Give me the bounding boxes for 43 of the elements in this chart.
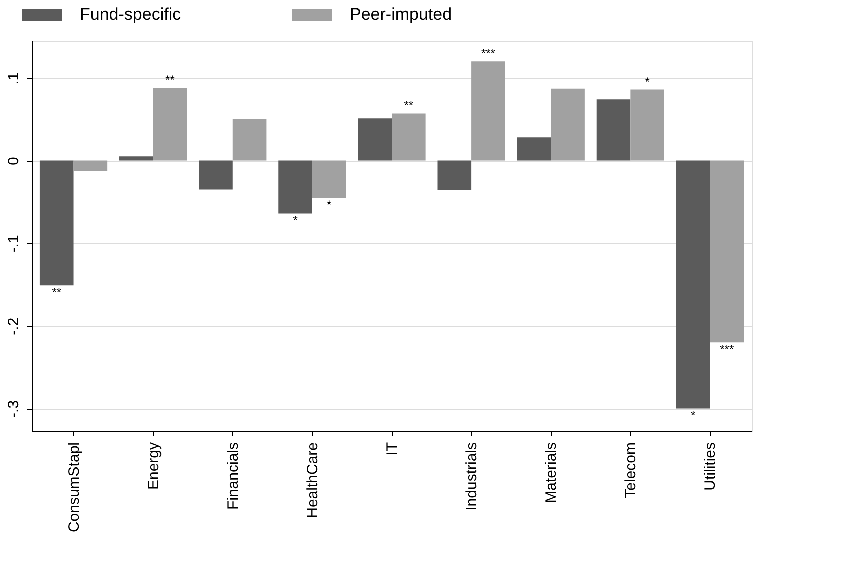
annotation: ** xyxy=(52,286,62,300)
annotation: * xyxy=(327,198,332,212)
y-tick-label: -.2 xyxy=(6,318,22,336)
annotation: * xyxy=(690,408,696,423)
bar xyxy=(551,88,585,161)
bar xyxy=(278,160,312,214)
x-tick-label: IT xyxy=(384,442,401,456)
bar xyxy=(472,62,506,161)
bar xyxy=(199,160,233,190)
bar xyxy=(232,119,267,161)
bar xyxy=(438,160,472,191)
annotation: * xyxy=(645,74,650,89)
y-tick-label: 0 xyxy=(6,157,22,166)
bar xyxy=(40,160,74,286)
bar xyxy=(312,160,346,198)
y-tick-label: -.1 xyxy=(6,235,22,253)
bar xyxy=(596,100,631,161)
annotation: ** xyxy=(404,98,414,113)
bar xyxy=(676,160,710,409)
annotation: *** xyxy=(481,46,496,61)
legend-label: Peer-imputed xyxy=(350,5,452,24)
x-tick-label: Telecom xyxy=(622,442,640,498)
bar xyxy=(630,90,664,161)
bar xyxy=(153,88,188,161)
y-tick-label: -.3 xyxy=(6,400,22,418)
bar xyxy=(517,138,552,161)
x-tick-label: Utilities xyxy=(702,442,720,491)
x-tick-label: Industrials xyxy=(464,442,481,511)
y-tick-label: .1 xyxy=(6,72,22,85)
annotation: *** xyxy=(720,342,734,357)
x-tick-label: ConsumStapl xyxy=(66,442,83,533)
bar xyxy=(710,160,744,343)
annotation: * xyxy=(293,214,298,228)
bar xyxy=(358,118,392,161)
annotation: ** xyxy=(166,73,176,88)
bar xyxy=(120,156,154,161)
x-tick-label: Financials xyxy=(224,442,242,510)
bar xyxy=(74,160,108,172)
x-tick-label: Materials xyxy=(543,442,560,504)
legend-label: Fund-specific xyxy=(80,5,182,24)
x-tick-label: Energy xyxy=(145,442,162,490)
x-tick-label: HealthCare xyxy=(304,442,322,518)
bar xyxy=(392,114,426,161)
